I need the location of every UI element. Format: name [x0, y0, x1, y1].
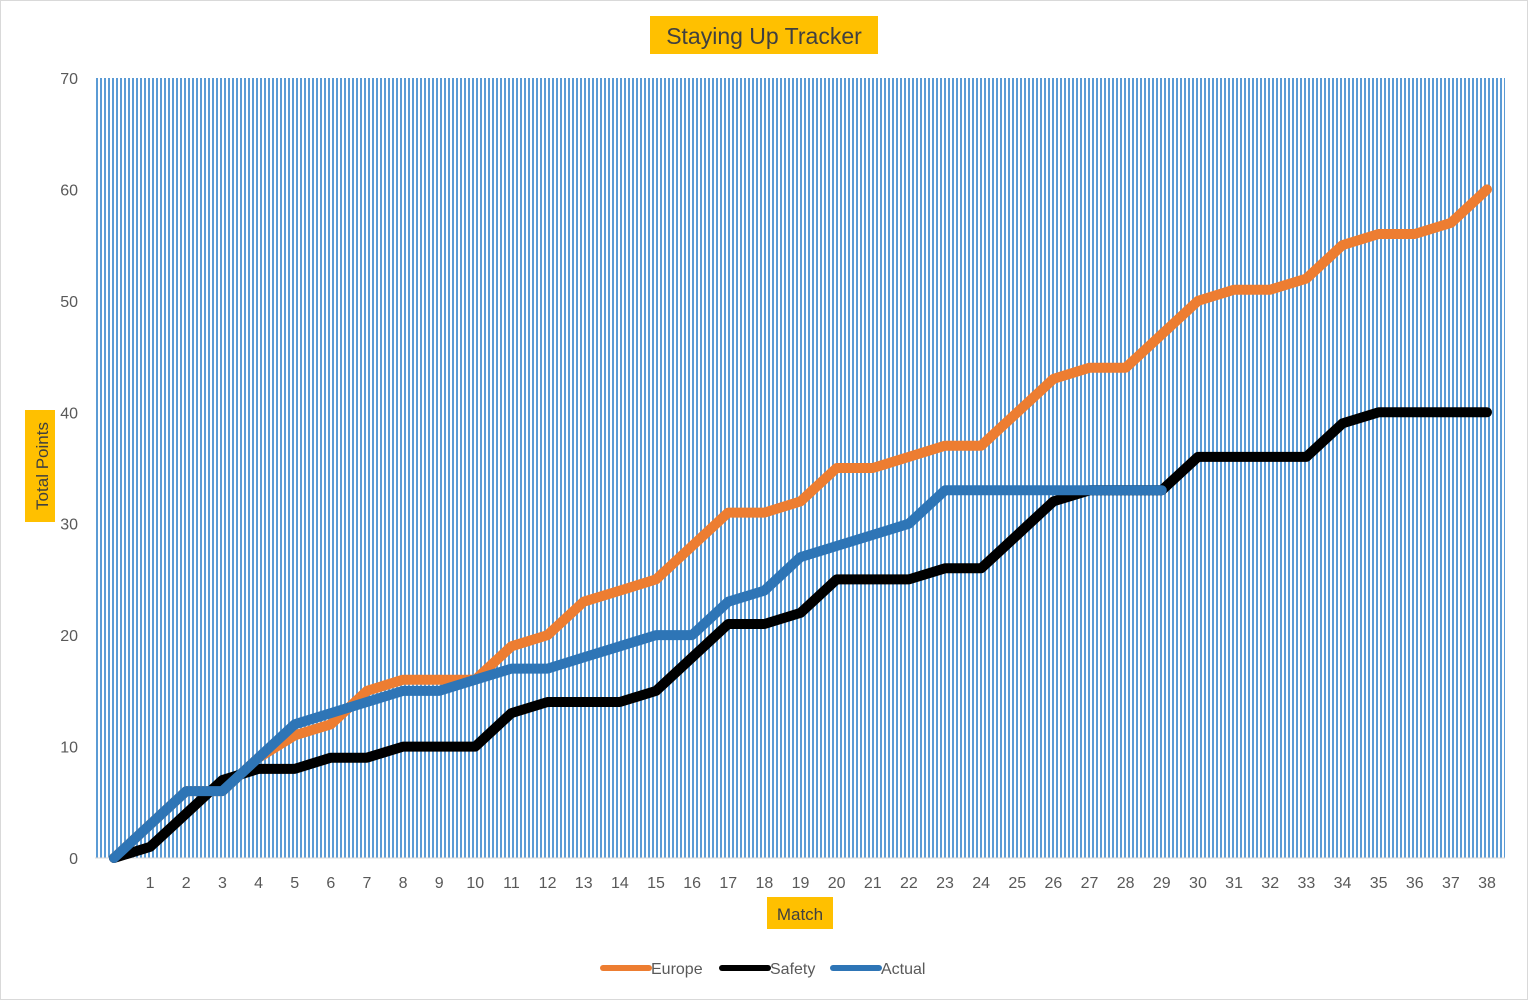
x-tick-label: 7 [362, 875, 371, 892]
x-tick-label: 2 [182, 875, 191, 892]
y-tick-label: 30 [60, 517, 78, 534]
x-tick-label: 16 [683, 875, 701, 892]
x-tick-label: 36 [1406, 875, 1424, 892]
x-tick-label: 14 [611, 875, 629, 892]
y-axis-ticks: 0 10 20 30 40 50 60 70 [60, 71, 78, 868]
chart-title-text: Staying Up Tracker [666, 23, 862, 49]
x-tick-label: 20 [828, 875, 846, 892]
x-tick-label: 17 [719, 875, 737, 892]
series-line-safety [109, 407, 1492, 863]
x-tick-label: 30 [1189, 875, 1207, 892]
x-tick-label: 33 [1297, 875, 1315, 892]
legend-label-actual: Actual [881, 961, 925, 978]
x-axis-label-text: Match [777, 905, 823, 924]
x-tick-label: 19 [792, 875, 810, 892]
x-tick-label: 23 [936, 875, 954, 892]
y-axis-label-text: Total Points [33, 422, 52, 510]
x-axis-ticks: 1 2 3 4 5 6 7 8 9 10 11 12 13 14 15 16 17 18 19 20 21 22 23 24 2… [146, 875, 1496, 892]
y-tick-label: 40 [60, 405, 78, 422]
x-tick-label: 27 [1081, 875, 1099, 892]
x-tick-label: 18 [755, 875, 773, 892]
x-tick-label: 4 [254, 875, 263, 892]
y-tick-label: 50 [60, 294, 78, 311]
x-tick-label: 26 [1045, 875, 1063, 892]
x-axis-label-highlight [767, 897, 833, 929]
x-tick-label: 38 [1478, 875, 1496, 892]
y-tick-label: 20 [60, 628, 78, 645]
y-tick-label: 0 [69, 851, 78, 868]
x-tick-label: 11 [503, 875, 520, 892]
chart-title: Staying Up Tracker [650, 16, 878, 54]
x-tick-label: 6 [326, 875, 335, 892]
legend-label-europe: Europe [651, 961, 703, 978]
x-tick-label: 35 [1370, 875, 1388, 892]
x-tick-label: 32 [1261, 875, 1279, 892]
plot-area [95, 78, 1505, 858]
y-axis-label-highlight [25, 410, 55, 522]
x-tick-label: 31 [1225, 875, 1243, 892]
series-layer [109, 184, 1492, 863]
x-tick-label: 34 [1334, 875, 1352, 892]
series-line-actual [109, 485, 1167, 863]
x-tick-label: 12 [539, 875, 557, 892]
y-tick-label: 70 [60, 71, 78, 88]
title-highlight [650, 16, 878, 54]
x-tick-label: 9 [435, 875, 444, 892]
legend: Europe Safety Actual [600, 961, 925, 978]
x-tick-label: 28 [1117, 875, 1135, 892]
x-tick-label: 15 [647, 875, 665, 892]
y-axis-label: Total Points [25, 410, 55, 522]
y-tick-label: 10 [60, 740, 78, 757]
x-tick-label: 24 [972, 875, 990, 892]
x-tick-label: 22 [900, 875, 918, 892]
x-tick-label: 3 [218, 875, 227, 892]
legend-label-safety: Safety [770, 961, 815, 978]
y-tick-label: 60 [60, 182, 78, 199]
x-tick-label: 21 [864, 875, 882, 892]
x-tick-label: 13 [575, 875, 593, 892]
x-tick-label: 8 [399, 875, 408, 892]
x-tick-label: 1 [146, 875, 155, 892]
x-tick-label: 25 [1008, 875, 1026, 892]
x-tick-label: 5 [290, 875, 299, 892]
x-tick-label: 37 [1442, 875, 1460, 892]
x-axis-label: Match [767, 897, 833, 929]
x-tick-label: 10 [466, 875, 484, 892]
x-tick-label: 29 [1153, 875, 1171, 892]
